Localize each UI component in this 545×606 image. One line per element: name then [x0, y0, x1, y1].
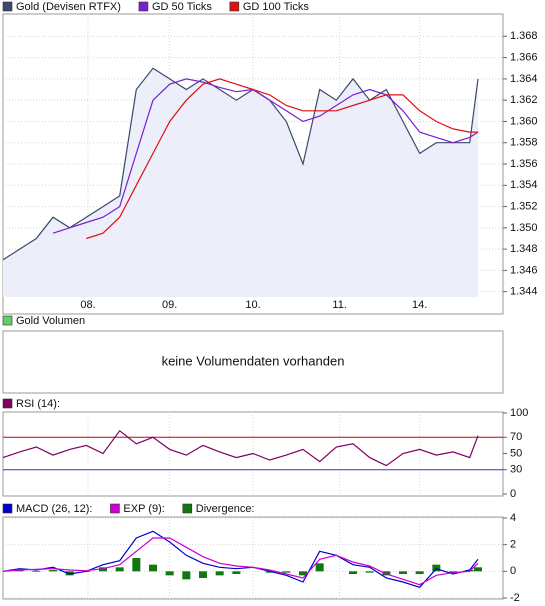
legend-swatch [182, 503, 193, 514]
x-tick-label: 14. [412, 299, 427, 311]
series-line [2, 537, 479, 586]
series-line [2, 429, 479, 467]
bar [132, 558, 141, 572]
bar [365, 571, 374, 573]
panel-frame [2, 330, 504, 394]
y-tick-label: 1.348 [510, 243, 538, 255]
y-tick-label: 70 [510, 431, 522, 443]
bar [399, 571, 407, 574]
y-tick-label: 1.368 [510, 30, 538, 42]
legend-swatch [2, 503, 13, 514]
bar [474, 567, 482, 572]
bar [315, 563, 324, 572]
bar [115, 567, 124, 572]
bar [349, 571, 357, 574]
legend-label: EXP (9): [123, 503, 164, 515]
legend-label: Gold Volumen [16, 315, 85, 327]
bar [282, 571, 291, 573]
y-tick-label: 1.360 [510, 115, 538, 127]
series-line [2, 67, 479, 261]
y-tick-label: 1.354 [510, 179, 538, 191]
y-tick-label: 1.366 [510, 52, 538, 64]
panel-frame [2, 516, 504, 600]
bar [449, 571, 457, 573]
legend-label: MACD (26, 12): [16, 503, 92, 515]
bar [49, 570, 57, 572]
x-tick-label: 08. [80, 299, 95, 311]
y-tick-label: 1.346 [510, 264, 538, 276]
legend-label: Gold (Devisen RTFX) [16, 1, 121, 13]
legend-swatch [2, 398, 13, 409]
price-area [3, 68, 478, 297]
legend-swatch [2, 1, 13, 12]
y-tick-label: 1.362 [510, 94, 538, 106]
y-tick-label: 2 [510, 539, 516, 551]
legend-swatch [138, 1, 149, 12]
bar [99, 567, 107, 572]
series-line [2, 530, 479, 588]
annotation: keine Volumendaten vorhanden [162, 353, 345, 368]
legend-label: GD 100 Ticks [243, 1, 310, 13]
legend-swatch [229, 1, 240, 12]
legend-label: GD 50 Ticks [152, 1, 212, 13]
bar [215, 571, 224, 576]
y-tick-label: 30 [510, 464, 522, 476]
bar [415, 571, 424, 574]
y-tick-label: 50 [510, 447, 522, 459]
series-line [52, 78, 479, 234]
y-tick-label: 0 [510, 565, 516, 577]
bar [265, 571, 274, 573]
x-tick-label: 09. [162, 299, 177, 311]
y-tick-label: 1.352 [510, 200, 538, 212]
y-tick-label: 100 [510, 407, 528, 419]
y-tick-label: 0 [510, 488, 516, 500]
bar [149, 564, 157, 572]
y-tick-label: 1.364 [510, 73, 538, 85]
legend-swatch [110, 503, 120, 514]
y-tick-label: 1.350 [510, 222, 538, 234]
series-line [86, 78, 478, 240]
bar [15, 570, 24, 572]
y-tick-label: 1.344 [510, 286, 538, 298]
bar [199, 571, 207, 578]
y-tick-label: -2 [510, 592, 520, 604]
y-tick-label: 4 [510, 512, 516, 524]
bar [232, 571, 241, 574]
x-tick-label: 10. [245, 299, 260, 311]
y-tick-label: 1.358 [510, 137, 538, 149]
legend-swatch [2, 315, 13, 326]
bar [165, 571, 174, 576]
legend-label: Divergence: [196, 503, 255, 515]
bar [432, 564, 441, 572]
legend-label: RSI (14): [16, 398, 60, 410]
bar [299, 571, 307, 576]
bar [382, 571, 391, 576]
bar [65, 571, 74, 576]
bar [182, 571, 191, 580]
x-tick-label: 11. [332, 299, 346, 311]
y-tick-label: 1.356 [510, 158, 538, 170]
bar [32, 571, 41, 572]
